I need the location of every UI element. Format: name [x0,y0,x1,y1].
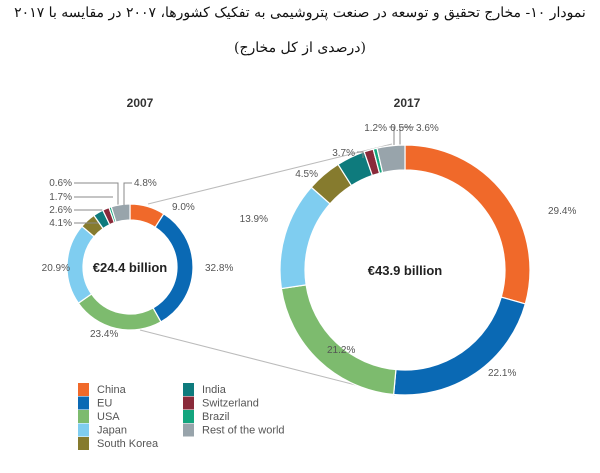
donut-slice-usa [280,284,397,396]
leader-line [389,126,395,150]
data-label: 3.7% [332,148,355,159]
legend-swatch [183,383,194,396]
chart-title: نمودار ۱۰- مخارج تحقیق و توسعه در صنعت پ… [14,5,586,21]
legend-label-eu: EU [97,398,112,410]
connector-line [147,143,393,205]
donut-slice-rest-of-the-world [376,144,406,174]
data-label: 13.9% [240,214,268,225]
leader-line [74,182,119,205]
leader-line [357,151,364,158]
leader-line [123,182,132,205]
donut-slice-japan [279,186,331,290]
donut-slice-usa [77,293,162,331]
legend-label-rest-of-the-world: Rest of the world [202,425,285,437]
data-label: 22.1% [488,368,516,379]
donut-slice-rest-of-the-world [110,203,131,223]
data-label: 21.2% [327,345,355,356]
data-label: 4.1% [49,218,72,229]
legend-swatch [183,423,194,437]
legend-swatch [183,396,194,410]
legend-label-switzerland: Switzerland [202,398,259,410]
data-label: 4.5% [295,169,318,180]
data-label: 2.6% [49,205,72,216]
data-label: 1.7% [49,192,72,203]
legend-swatch [78,410,89,423]
legend-label-brazil: Brazil [202,411,230,423]
data-label: 4.8% [134,178,157,189]
legend-label-usa: USA [97,411,120,423]
data-label: 9.0% [172,202,195,213]
data-label: 23.4% [90,329,118,340]
donut-slice-china [404,144,531,305]
chart-year-title: 2017 [394,96,421,110]
data-label: 32.8% [205,263,233,274]
donut-slice-eu [392,296,527,396]
legend-label-japan: Japan [97,425,127,437]
chart-subtitle: (درصدی از کل مخارج) [234,40,366,56]
donut-slice-japan [66,225,95,305]
data-label: 20.9% [42,263,70,274]
data-label: 29.4% [548,206,576,217]
leader-line [399,126,414,148]
data-label: 0.5% [390,123,413,134]
chart-year-title: 2007 [127,96,154,110]
legend-swatch [78,437,89,450]
legend-swatch [78,383,89,396]
legend-label-south-korea: South Korea [97,438,159,450]
legend-swatch [78,396,89,410]
data-label: 3.6% [416,123,439,134]
legend-label-china: China [97,384,127,396]
data-label: 1.2% [364,123,387,134]
data-label: 0.6% [49,178,72,189]
legend-swatch [78,423,89,437]
legend-label-india: India [202,384,227,396]
legend-swatch [183,410,194,423]
center-total-label: €43.9 billion [368,263,442,278]
center-total-label: €24.4 billion [93,260,167,275]
